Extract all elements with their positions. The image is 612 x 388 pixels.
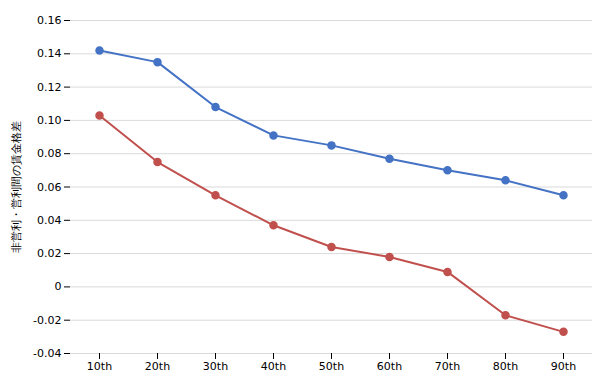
svg-text:0.10: 0.10 — [37, 114, 62, 127]
svg-text:30th: 30th — [203, 360, 228, 373]
svg-text:90th: 90th — [551, 360, 576, 373]
svg-text:0.08: 0.08 — [37, 147, 62, 160]
svg-text:40th: 40th — [261, 360, 286, 373]
svg-text:0.16: 0.16 — [37, 14, 62, 27]
svg-text:0.14: 0.14 — [37, 47, 62, 60]
svg-text:0: 0 — [55, 280, 62, 293]
svg-text:-0.02: -0.02 — [33, 314, 61, 327]
svg-text:非営利・営利間の賃金格差: 非営利・営利間の賃金格差 — [10, 121, 23, 253]
svg-text:80th: 80th — [493, 360, 518, 373]
svg-text:0.12: 0.12 — [37, 81, 62, 94]
svg-text:0.04: 0.04 — [37, 214, 62, 227]
svg-text:10th: 10th — [87, 360, 112, 373]
svg-text:0.02: 0.02 — [37, 247, 62, 260]
svg-text:70th: 70th — [435, 360, 460, 373]
svg-text:0.06: 0.06 — [37, 181, 62, 194]
svg-text:60th: 60th — [377, 360, 402, 373]
svg-text:-0.04: -0.04 — [33, 347, 61, 360]
svg-text:20th: 20th — [145, 360, 170, 373]
svg-text:50th: 50th — [319, 360, 344, 373]
